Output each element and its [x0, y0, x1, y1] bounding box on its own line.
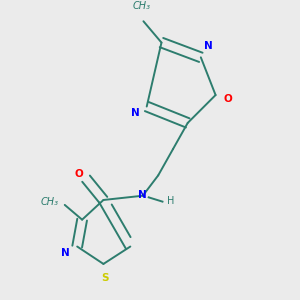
Text: O: O — [224, 94, 233, 104]
Text: S: S — [102, 273, 109, 283]
Text: N: N — [61, 248, 69, 258]
Text: O: O — [74, 169, 83, 179]
Text: N: N — [131, 108, 140, 118]
Text: CH₃: CH₃ — [40, 196, 58, 207]
Text: N: N — [204, 41, 212, 51]
Text: N: N — [138, 190, 147, 200]
Text: CH₃: CH₃ — [133, 2, 151, 11]
Text: H: H — [167, 196, 175, 206]
